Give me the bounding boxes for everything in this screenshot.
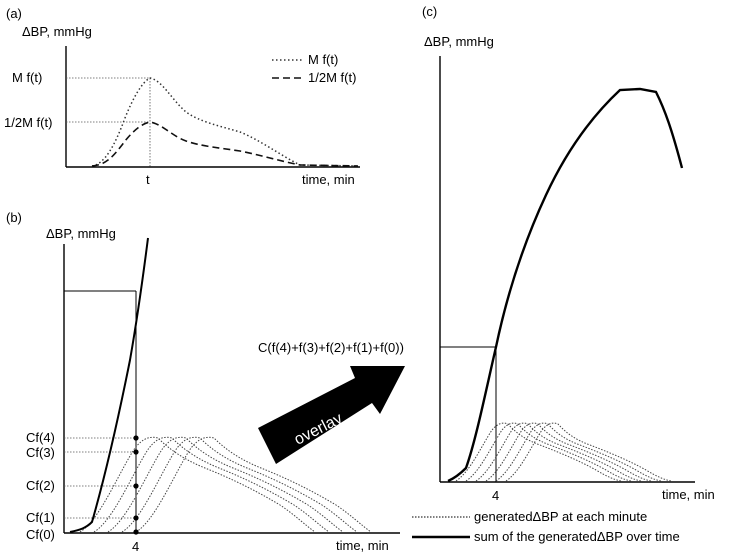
panel-b-xtick-4: 4: [132, 539, 139, 554]
panel-c-legend-sum: sum of the generatedΔBP over time: [474, 529, 680, 544]
panel-c-legend-minute: generatedΔBP at each minute: [474, 509, 647, 524]
panel-c-label: (c): [422, 4, 437, 19]
c-minute-curve-3: [485, 422, 653, 482]
minute-curve-0: [79, 436, 316, 533]
overlay-arrow: overlay: [258, 366, 405, 464]
marker-cf0: [133, 529, 139, 535]
panel-a-legend-mft: M f(t): [308, 52, 338, 67]
panel-c-ytick-sum: C(f(4)+f(3)+f(2)+f(1)+f(0)): [258, 340, 404, 355]
c-minute-curve-1: [465, 422, 633, 482]
panel-a-curve-half-mft: [91, 121, 359, 167]
panel-a-curve-mft: [91, 77, 359, 167]
panel-b-sum-curve: [69, 237, 149, 533]
panel-a-ytick-low: 1/2M f(t): [4, 115, 52, 130]
minute-curve-3: [121, 436, 358, 533]
panel-c-xtick-4: 4: [492, 488, 499, 503]
panel-a-legend-half-mft: 1/2M f(t): [308, 70, 356, 85]
panel-a-y-axis-label: ΔBP, mmHg: [22, 24, 92, 39]
panel-a-xtick-t: t: [146, 172, 150, 187]
overlay-arrow-shape: [258, 366, 405, 464]
panel-b-minute-curves: [79, 436, 372, 533]
panel-a-ytick-high: M f(t): [12, 70, 42, 85]
panel-a-label: (a): [6, 6, 22, 21]
panel-b-markers: [133, 435, 139, 535]
minute-curve-4: [135, 436, 372, 533]
panel-b-ytick-cf3: Cf(3): [26, 445, 55, 460]
c-minute-curve-2: [475, 422, 643, 482]
panel-c-x-axis-label: time, min: [662, 487, 715, 502]
panel-c-legend: generatedΔBP at each minute sum of the g…: [412, 509, 680, 544]
minute-curve-1: [93, 436, 330, 533]
c-minute-curve-0: [455, 422, 623, 482]
panel-c-minute-curves: [455, 422, 673, 482]
marker-cf4: [133, 435, 139, 441]
panel-b-ytick-cf2: Cf(2): [26, 478, 55, 493]
marker-cf2: [133, 483, 139, 489]
panel-a-legend: M f(t) 1/2M f(t): [272, 52, 356, 85]
c-minute-curve-4: [495, 422, 663, 482]
c-minute-curve-5: [505, 422, 673, 482]
panel-a-x-axis-label: time, min: [302, 172, 355, 187]
panel-b: (b) ΔBP, mmHg Cf(4): [6, 210, 400, 554]
panel-b-ytick-cf1: Cf(1): [26, 510, 55, 525]
panel-a: (a) ΔBP, mmHg M f(t) 1/2M f(t) t time, m…: [4, 6, 360, 187]
marker-cf1: [133, 515, 139, 521]
minute-curve-2: [107, 436, 344, 533]
panel-b-x-axis-label: time, min: [336, 538, 389, 553]
panel-c-sum-curve: [447, 87, 684, 483]
panel-c-y-axis-label: ΔBP, mmHg: [424, 34, 494, 49]
marker-cf3: [133, 449, 139, 455]
panel-b-y-axis-label: ΔBP, mmHg: [46, 226, 116, 241]
panel-b-label: (b): [6, 210, 22, 225]
panel-b-ytick-cf4: Cf(4): [26, 430, 55, 445]
panel-c: (c) ΔBP, mmHg C(f(4)+f(3)+f(2)+f(1)+f(0)…: [258, 4, 715, 544]
panel-b-ytick-cf0: Cf(0): [26, 527, 55, 542]
